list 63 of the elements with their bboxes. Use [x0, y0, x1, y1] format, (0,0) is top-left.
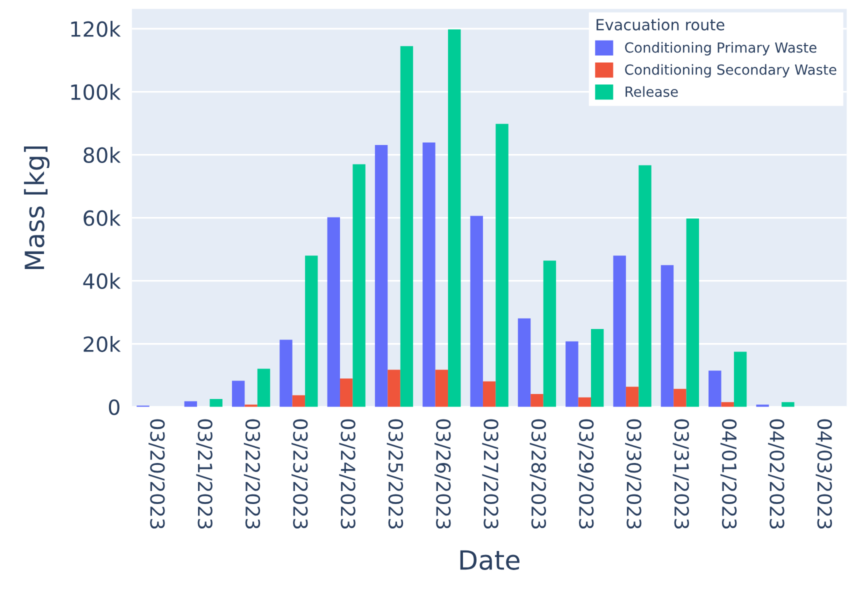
x-tick-label: 03/25/2023: [386, 419, 404, 529]
bar: [686, 218, 700, 407]
x-tick-label: 03/26/2023: [434, 419, 451, 529]
bar: [232, 380, 245, 407]
bar: [352, 164, 366, 407]
bar: [292, 395, 306, 407]
legend-label: Release: [626, 86, 678, 97]
bar: [590, 329, 604, 407]
x-tick-label: 04/02/2023: [768, 419, 784, 529]
bar: [782, 402, 794, 407]
bar: [518, 318, 531, 407]
y-tick-label: 40k: [83, 272, 121, 290]
bar: [734, 352, 747, 407]
bar: [257, 368, 270, 407]
bar: [660, 265, 674, 407]
x-tick-label: 03/23/2023: [292, 419, 308, 529]
bar: [543, 260, 556, 407]
x-tick-label: 03/29/2023: [577, 419, 594, 529]
bar: [388, 370, 400, 407]
bar: [374, 145, 388, 407]
bar: [613, 256, 626, 407]
y-tick-label: 20k: [84, 336, 121, 352]
bar: [470, 216, 483, 407]
bar: [638, 165, 652, 407]
bar: [482, 381, 496, 407]
bar: [530, 394, 544, 407]
bar: [422, 142, 436, 407]
x-tick-label: 03/20/2023: [148, 419, 165, 529]
bar: [566, 341, 578, 407]
bar: [435, 370, 448, 407]
x-tick-label: 03/27/2023: [482, 419, 498, 529]
bar: [708, 370, 722, 407]
bar: [184, 401, 198, 407]
y-axis-title: Mass [kg]: [24, 146, 50, 270]
bar: [626, 386, 639, 407]
x-tick-label: 03/21/2023: [196, 419, 212, 529]
bar: [280, 340, 292, 407]
bar: [305, 256, 318, 407]
bar: [327, 217, 340, 407]
bar: [496, 124, 508, 407]
y-tick-label: 100k: [71, 84, 121, 100]
bar: [674, 388, 686, 407]
x-tick-label: 03/31/2023: [672, 419, 690, 529]
bar: [210, 399, 222, 407]
y-tick-label: 80k: [84, 146, 121, 164]
bar: [721, 402, 734, 407]
bar: [448, 29, 461, 407]
x-axis-title: Date: [460, 550, 520, 570]
x-tick-label: 03/24/2023: [339, 419, 356, 529]
x-tick-label: 04/03/2023: [816, 419, 832, 529]
x-tick-label: 03/30/2023: [625, 419, 642, 529]
legend-label: Conditioning Primary Waste: [625, 42, 816, 56]
legend-label: Conditioning Secondary Waste: [625, 64, 836, 78]
x-tick-label: 03/22/2023: [244, 419, 260, 529]
bar: [400, 46, 414, 407]
x-tick-label: 04/01/2023: [720, 419, 737, 529]
bar: [340, 378, 353, 407]
y-tick-label: 60k: [84, 210, 121, 226]
y-tick-label: 120k: [71, 20, 121, 37]
y-tick-label: 0: [108, 399, 120, 416]
legend-title: Evacuation route: [596, 18, 724, 30]
x-tick-label: 03/28/2023: [530, 419, 546, 529]
bar: [578, 397, 591, 407]
